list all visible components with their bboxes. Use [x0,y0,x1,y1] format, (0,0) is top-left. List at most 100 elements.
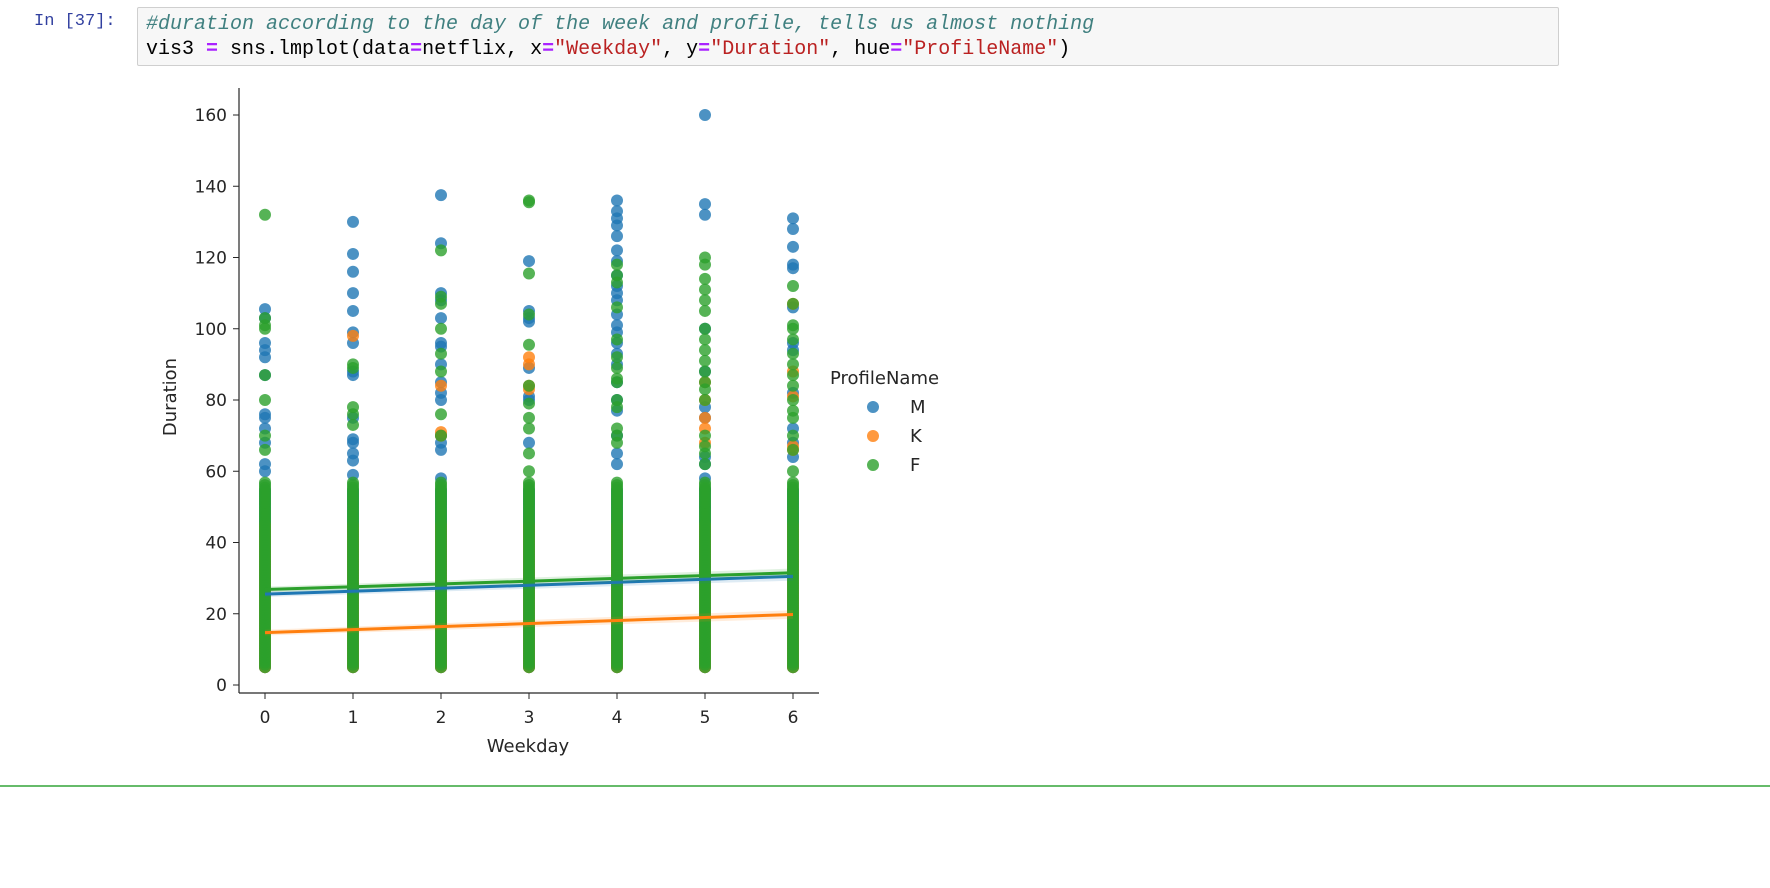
data-point [611,276,623,289]
regression-line-K [264,612,794,635]
x-tick-label: 2 [436,708,447,728]
code-token: netflix, x [422,38,543,61]
data-point [523,447,535,460]
data-point [787,280,799,292]
data-point [699,447,711,460]
data-point [523,422,535,435]
data-point [435,189,447,202]
data-point [435,408,447,421]
data-point [699,322,711,335]
data-point [699,208,711,221]
data-point [699,458,711,471]
data-point [611,361,623,374]
data-point [699,411,711,424]
legend-label-M: M [910,397,926,418]
data-point [523,465,535,478]
data-point [699,394,711,406]
code-token: = [542,38,555,61]
y-tick-label: 160 [195,106,227,126]
data-point [699,109,711,121]
data-point [611,401,623,414]
x-tick-label: 3 [524,708,535,728]
scatter-points [259,109,799,674]
data-point [259,443,271,456]
data-point [787,358,799,371]
data-point [699,272,711,285]
data-point [523,358,535,371]
data-point [435,476,447,489]
data-point [699,304,711,317]
data-point [435,347,447,360]
legend-label-K: K [910,426,923,447]
data-point [611,258,623,271]
data-point [611,351,623,364]
data-point [435,394,447,406]
data-point [259,303,271,316]
code-token: ) [1058,38,1071,61]
data-point [347,436,359,449]
code-token: = [206,38,219,61]
cell-separator [0,785,1770,787]
data-point [611,476,623,489]
data-point [787,465,799,478]
x-axis-label: Weekday [487,736,570,757]
legend-marker-F [867,459,879,471]
data-point [699,258,711,271]
data-point [611,447,623,460]
data-point [435,365,447,378]
data-point [787,411,799,424]
data-point [787,394,799,406]
code-token: = [890,38,903,61]
data-point [347,361,359,374]
data-point [787,297,799,310]
y-axis-label: Duration [160,358,181,436]
x-tick-label: 0 [260,708,271,728]
code-token: = [698,38,711,61]
y-tick-label: 140 [195,177,227,197]
data-point [347,454,359,467]
data-point [435,379,447,392]
data-point [611,333,623,346]
data-point [787,333,799,346]
data-point [435,297,447,310]
data-point [259,411,271,424]
data-point [787,223,799,235]
x-tick-label: 4 [612,708,623,728]
legend-marker-K [867,430,879,442]
data-point [523,397,535,410]
data-point [435,244,447,257]
data-point [699,198,711,211]
data-point [523,411,535,424]
data-point [611,458,623,471]
code-token: vis3 [146,38,207,61]
y-tick-label: 80 [205,391,227,411]
data-point [523,267,535,280]
data-point [699,365,711,378]
data-point [611,244,623,257]
regression-line-M [264,574,794,596]
data-point [347,418,359,431]
y-tick-label: 60 [205,462,227,482]
code-comment: #duration according to the day of the we… [146,13,1095,36]
code-token: "Duration" [710,38,831,61]
data-point [787,379,799,392]
code-cell-input[interactable]: #duration according to the day of the we… [137,7,1559,66]
x-tick-label: 1 [348,708,359,728]
code-token: , y [662,38,699,61]
y-tick-label: 0 [216,676,227,696]
code-line: vis3 = sns.lmplot(data=netflix, x="Weekd… [146,38,1070,61]
data-point [611,230,623,243]
y-tick-label: 20 [205,605,227,625]
data-point [347,329,359,342]
data-point [699,476,711,489]
data-point [787,262,799,275]
data-point [523,476,535,489]
legend-label-F: F [910,455,920,476]
data-point [787,347,799,360]
data-point [259,208,271,221]
data-point [787,212,799,225]
data-point [787,429,799,442]
legend-title: ProfileName [830,368,939,389]
data-point [523,379,535,392]
